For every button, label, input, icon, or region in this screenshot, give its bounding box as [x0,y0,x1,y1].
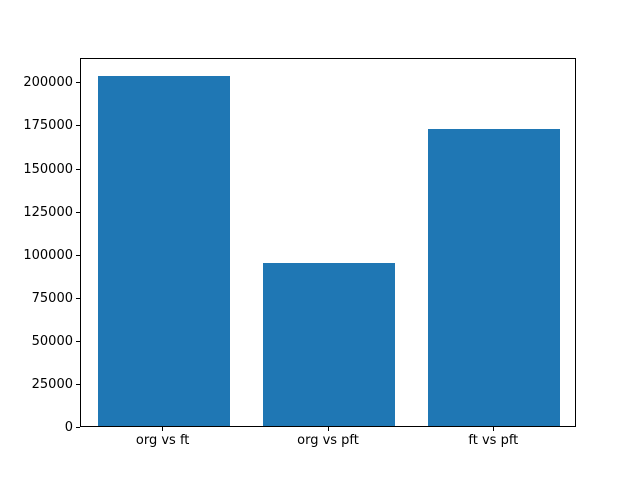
y-tick-mark [76,82,80,84]
y-tick-label: 50000 [31,333,73,349]
y-tick-label: 175000 [23,118,73,134]
y-tick-label: 75000 [31,290,73,306]
y-tick-mark [76,168,80,170]
y-tick-label: 125000 [23,204,73,220]
y-tick-label: 25000 [31,376,73,392]
x-tick-mark [162,427,164,432]
x-tick-label: org vs ft [135,433,190,449]
y-tick-mark [76,340,80,342]
y-tick-label: 200000 [23,75,73,91]
y-tick-mark [76,426,80,428]
y-tick-label: 0 [64,419,73,435]
y-tick-mark [76,211,80,213]
bar-org-vs-pft [262,262,396,427]
bar-org-vs-ft [97,76,230,427]
x-tick-mark [327,427,329,432]
y-tick-mark [76,297,80,299]
x-tick-label: ft vs pft [468,433,519,449]
y-tick-mark [76,383,80,385]
y-tick-mark [76,254,80,256]
x-tick-label: org vs pft [297,433,359,449]
x-tick-mark [492,427,494,432]
y-tick-label: 100000 [23,247,73,263]
plot-area [80,57,576,428]
y-tick-mark [76,125,80,127]
bar-ft-vs-pft [428,129,561,427]
y-tick-label: 150000 [23,161,73,177]
